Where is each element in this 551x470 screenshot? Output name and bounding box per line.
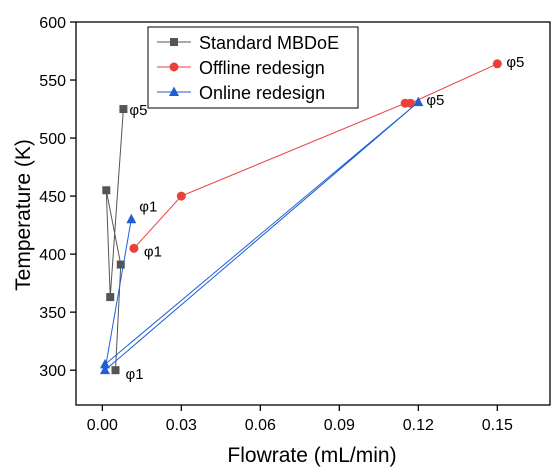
x-tick-label: 0.03	[166, 417, 197, 434]
legend: Standard MBDoE Offline redesign Online red…	[147, 26, 359, 109]
plot-frame	[75, 21, 551, 406]
legend-marker	[169, 86, 179, 96]
data-point	[102, 186, 111, 195]
annotation-label: φ5	[506, 54, 524, 71]
data-point	[119, 105, 128, 114]
data-point	[176, 191, 186, 201]
data-point	[99, 358, 110, 369]
data-point	[116, 260, 125, 269]
axes: 0.00 0.03 0.06 0.09 0.12 0.15 300 350 400 450 500 5…	[39, 15, 551, 434]
annotation-label: φ1	[139, 198, 157, 215]
data-point	[126, 213, 137, 224]
x-tick-label: 0.12	[403, 417, 434, 434]
legend-marker	[170, 38, 178, 46]
data-point	[111, 366, 120, 375]
y-tick-label: 400	[39, 247, 66, 264]
annotation-label: φ1	[144, 243, 162, 260]
x-tick-label: 0.15	[482, 417, 513, 434]
data-point	[413, 96, 424, 107]
series-line	[104, 101, 419, 372]
annotation-label: φ5	[426, 92, 444, 109]
data-point	[99, 364, 110, 375]
data-point	[129, 243, 139, 253]
series-layer	[99, 59, 502, 375]
annotation-layer: φ5 φ1 φ1 φ5 φ1 φ5	[126, 54, 525, 383]
legend-label: Offline redesign	[199, 58, 325, 78]
data-point	[492, 59, 502, 69]
y-tick-label: 350	[39, 305, 66, 322]
y-axis-label: Temperature (K)	[12, 139, 35, 291]
legend-label: Online redesign	[199, 83, 325, 103]
annotation-label: φ5	[129, 102, 147, 119]
data-point	[106, 293, 115, 302]
series-line	[105, 109, 124, 371]
y-tick-label: 600	[39, 15, 66, 32]
y-tick-label: 300	[39, 363, 66, 380]
y-tick-label: 450	[39, 189, 66, 206]
y-tick-label: 500	[39, 131, 66, 148]
series-square	[102, 105, 128, 375]
annotation-label: φ1	[126, 366, 144, 383]
x-axis-label: Flowrate (mL/min)	[227, 444, 396, 467]
y-tick-label: 550	[39, 73, 66, 90]
x-tick-label: 0.06	[245, 417, 276, 434]
legend-marker	[169, 62, 179, 72]
series-triangle	[99, 96, 424, 375]
x-tick-label: 0.09	[324, 417, 355, 434]
x-tick-label: 0.00	[87, 417, 118, 434]
legend-label: Standard MBDoE	[199, 33, 339, 53]
data-point	[405, 98, 415, 108]
series-circle	[129, 59, 502, 253]
